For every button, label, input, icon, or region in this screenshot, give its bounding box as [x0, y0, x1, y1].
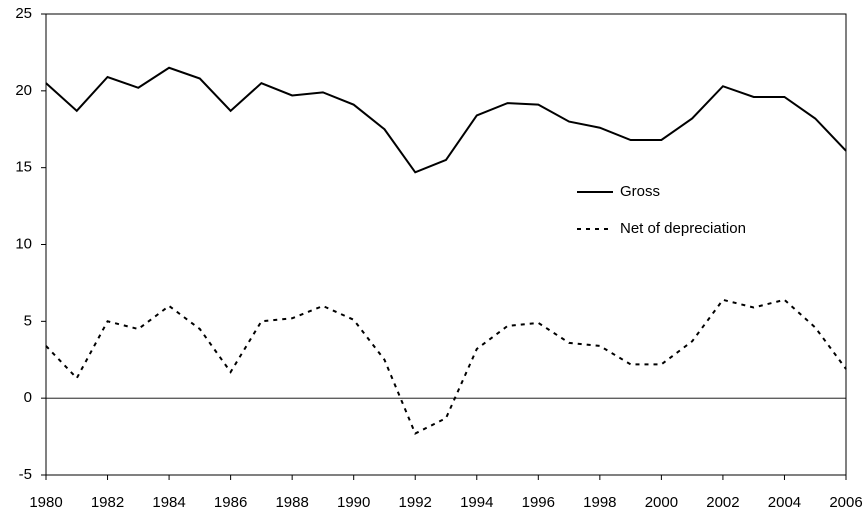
x-tick-label: 2004: [768, 494, 801, 511]
x-tick-label: 1986: [214, 494, 247, 511]
y-tick-label: 0: [24, 389, 32, 406]
series-line: [45, 298, 847, 435]
plot-frame: [45, 13, 847, 476]
x-tick-label: 2000: [645, 494, 678, 511]
x-tick-label: 1988: [275, 494, 308, 511]
x-tick-label: 1998: [583, 494, 616, 511]
x-tick-label: 1980: [29, 494, 62, 511]
series-line: [45, 66, 847, 174]
x-tick-label: 2002: [706, 494, 739, 511]
legend-label: Net of depreciation: [620, 220, 746, 237]
x-tick-label: 1994: [460, 494, 493, 511]
y-tick-label: 20: [15, 82, 32, 99]
y-tick-label: 25: [15, 5, 32, 22]
x-tick-label: 1982: [91, 494, 124, 511]
x-tick-label: 1990: [337, 494, 370, 511]
x-tick-label: 1996: [522, 494, 555, 511]
legend-label: Gross: [620, 183, 660, 200]
y-tick-label: -5: [19, 466, 32, 483]
x-tick-label: 1992: [399, 494, 432, 511]
y-tick-label: 10: [15, 235, 32, 252]
y-tick-label: 15: [15, 159, 32, 176]
x-tick-label: 2006: [829, 494, 862, 511]
y-tick-label: 5: [24, 312, 32, 329]
x-tick-label: 1984: [152, 494, 185, 511]
